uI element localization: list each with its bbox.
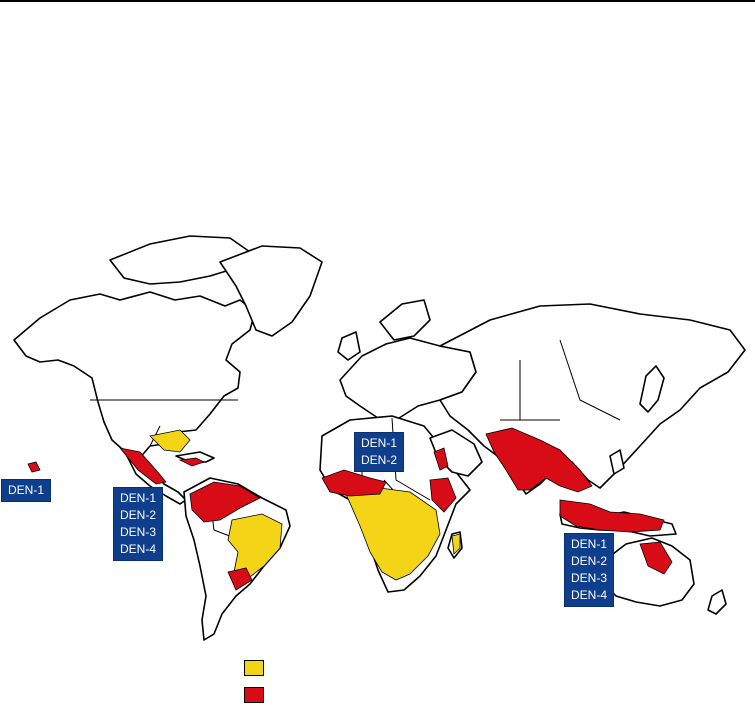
serotype-label-asia-pacific: DEN-1 DEN-2 DEN-3 DEN-4 bbox=[564, 533, 615, 607]
serotype-label: DEN-2 bbox=[361, 453, 398, 467]
serotype-label: DEN-1 bbox=[8, 483, 45, 497]
zone-red-north-australia bbox=[639, 541, 673, 575]
serotype-label: DEN-1 bbox=[361, 436, 398, 450]
philippines-islands bbox=[609, 449, 625, 475]
serotype-label-americas: DEN-1 DEN-2 DEN-3 DEN-4 bbox=[113, 487, 164, 561]
zone-red-northern-south-america bbox=[189, 481, 261, 523]
greenland-landmass bbox=[219, 245, 323, 337]
serotype-label-africa: DEN-1 DEN-2 bbox=[354, 432, 405, 472]
serotype-label: DEN-2 bbox=[571, 554, 608, 568]
zone-red-west-africa bbox=[321, 469, 387, 497]
zone-red-arabia bbox=[433, 447, 449, 471]
zone-yellow-southeast-us bbox=[149, 429, 191, 453]
zone-yellow-brazil bbox=[227, 513, 283, 581]
zone-red-hawaii bbox=[27, 461, 41, 473]
serotype-label: DEN-4 bbox=[120, 542, 157, 556]
north-america-landmass bbox=[13, 291, 256, 461]
zone-red-south-asia bbox=[485, 427, 593, 493]
legend-swatch-red bbox=[244, 687, 264, 703]
serotype-label: DEN-4 bbox=[571, 588, 608, 602]
zone-yellow-madagascar bbox=[451, 533, 461, 555]
asia-landmass bbox=[439, 303, 746, 495]
serotype-label: DEN-1 bbox=[571, 537, 608, 551]
serotype-label: DEN-3 bbox=[571, 571, 608, 585]
serotype-label-pacific: DEN-1 bbox=[1, 479, 52, 502]
scandinavia-landmass bbox=[379, 299, 431, 341]
japan-landmass bbox=[639, 365, 665, 413]
zone-red-east-africa bbox=[429, 477, 457, 513]
zone-yellow-central-africa bbox=[345, 487, 441, 581]
serotype-label: DEN-1 bbox=[120, 491, 157, 505]
legend-swatch-yellow bbox=[244, 660, 264, 676]
serotype-label: DEN-3 bbox=[120, 525, 157, 539]
top-rule bbox=[0, 0, 755, 2]
new-zealand-landmass bbox=[707, 589, 727, 615]
zone-red-caribbean bbox=[178, 457, 206, 467]
uk-landmass bbox=[337, 331, 361, 361]
zone-red-south-brazil bbox=[227, 567, 253, 591]
zone-red-southeast-asia bbox=[559, 499, 665, 533]
zone-red-mexico bbox=[118, 447, 167, 485]
serotype-label: DEN-2 bbox=[120, 508, 157, 522]
